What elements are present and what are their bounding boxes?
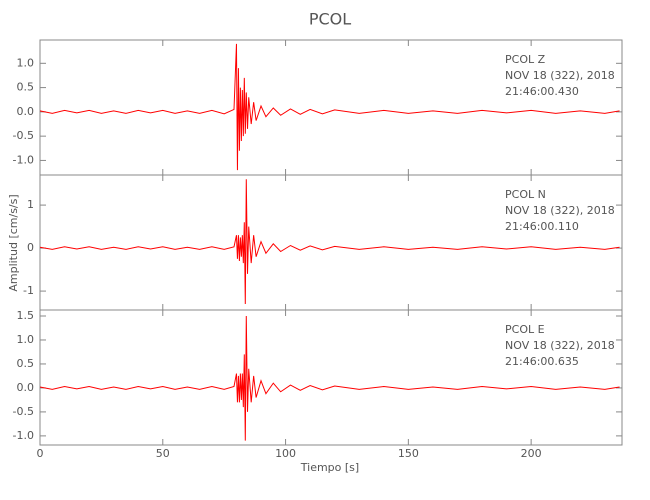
y-tick-label: 1.0 [17, 333, 35, 346]
y-tick-label: 1 [27, 198, 34, 211]
y-tick-label: -1.0 [13, 153, 34, 166]
x-tick-label: 150 [398, 447, 419, 460]
y-tick-label: -1 [23, 284, 34, 297]
y-tick-label: -0.5 [13, 129, 34, 142]
x-tick-label: 0 [37, 447, 44, 460]
x-tick-label: 200 [521, 447, 542, 460]
trace-annotation: PCOL Z [505, 53, 546, 66]
y-tick-label: -0.5 [13, 405, 34, 418]
y-tick-label: 0.0 [17, 105, 35, 118]
x-axis-label: Tiempo [s] [300, 461, 359, 474]
trace-annotation: NOV 18 (322), 2018 [505, 204, 615, 217]
y-tick-label: 1.0 [17, 56, 35, 69]
trace-annotation: NOV 18 (322), 2018 [505, 69, 615, 82]
waveform [39, 43, 620, 171]
y-axis-label: Amplitud [cm/s/s] [7, 194, 20, 291]
figure-title: PCOL [309, 10, 351, 29]
y-tick-label: 0 [27, 241, 34, 254]
y-tick-label: -1.0 [13, 429, 34, 442]
y-tick-label: 0.5 [17, 357, 35, 370]
waveform [39, 179, 620, 304]
trace-annotation: PCOL E [505, 323, 545, 336]
y-tick-label: 0.5 [17, 81, 35, 94]
waveform [39, 315, 620, 441]
trace-annotation: 21:46:00.110 [505, 220, 579, 233]
x-tick-label: 100 [275, 447, 296, 460]
y-tick-label: 1.5 [17, 309, 35, 322]
y-tick-label: 0.0 [17, 381, 35, 394]
trace-annotation: NOV 18 (322), 2018 [505, 339, 615, 352]
x-tick-label: 50 [156, 447, 170, 460]
trace-annotation: PCOL N [505, 188, 546, 201]
panel-frame [39, 309, 623, 446]
trace-annotation: 21:46:00.635 [505, 355, 579, 368]
trace-annotation: 21:46:00.430 [505, 85, 579, 98]
